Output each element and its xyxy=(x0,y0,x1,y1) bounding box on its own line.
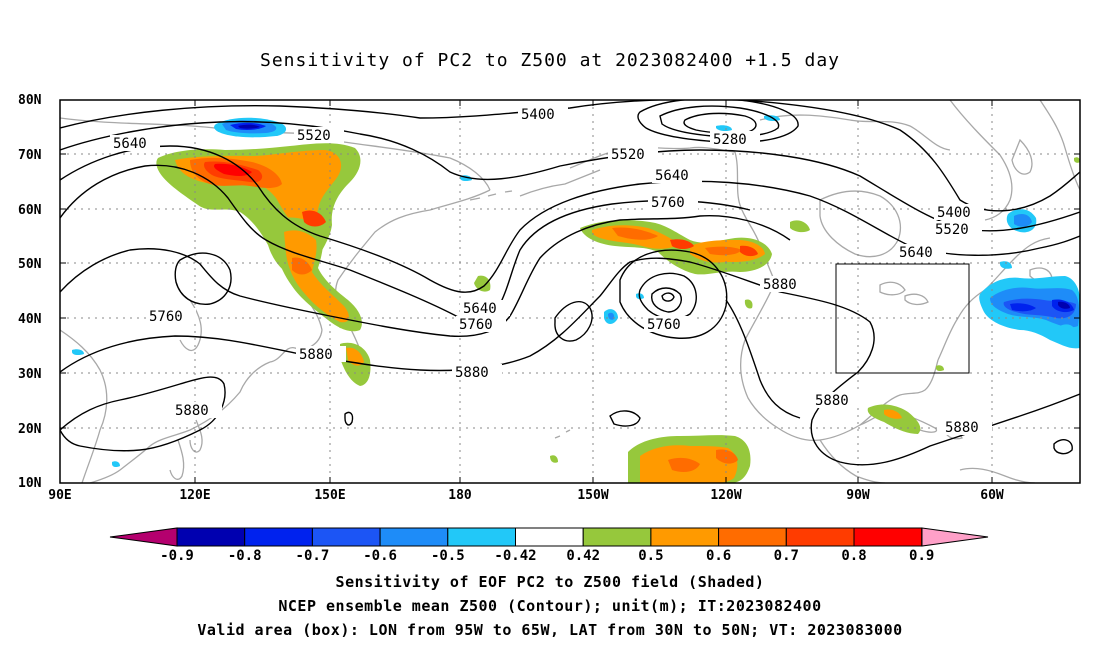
colorbar-swatch xyxy=(244,527,313,547)
lon-label: 150W xyxy=(577,488,608,503)
lat-label: 10N xyxy=(18,476,42,491)
map-title: Sensitivity of PC2 to Z500 at 2023082400… xyxy=(259,50,840,71)
longitude-labels: 90E 120E 150E 180 150W 120W 90W 60W xyxy=(48,488,1004,503)
contour-label: 5520 xyxy=(935,222,969,238)
colorbar-label: -0.5 xyxy=(431,548,465,564)
colorbar-label: -0.6 xyxy=(363,548,397,564)
contour-label: 5760 xyxy=(651,195,685,211)
contour-label: 5760 xyxy=(459,317,493,333)
contour-label: 5880 xyxy=(815,393,849,409)
colorbar-label: -0.42 xyxy=(494,548,536,564)
colorbar-swatch xyxy=(515,527,584,547)
colorbar: -0.9 -0.8 -0.7 -0.6 -0.5 -0.42 0.42 0.5 0.6 0.7 0.… xyxy=(109,527,989,564)
lat-label: 40N xyxy=(18,312,42,327)
colorbar-swatch xyxy=(447,527,516,547)
contour-label: 5400 xyxy=(521,107,555,123)
lon-label: 90E xyxy=(48,488,71,503)
colorbar-swatch xyxy=(379,527,449,547)
colorbar-label: 0.42 xyxy=(566,548,600,564)
colorbar-label: 0.5 xyxy=(638,548,663,564)
colorbar-low-extend xyxy=(109,527,178,547)
colorbar-label: 0.9 xyxy=(909,548,934,564)
map-frame xyxy=(59,99,1081,484)
latitude-labels: 80N 70N 60N 50N 40N 30N 20N 10N xyxy=(18,93,42,491)
lon-label: 150E xyxy=(314,488,345,503)
lon-label: 90W xyxy=(846,488,870,503)
colorbar-label: -0.7 xyxy=(296,548,330,564)
contour-labels: 5400 5520 5640 5280 5520 5640 5760 5400 … xyxy=(110,106,992,436)
contour-label: 5640 xyxy=(655,168,689,184)
colorbar-swatch xyxy=(582,527,652,547)
colorbar-label: 0.8 xyxy=(841,548,866,564)
colorbar-swatch xyxy=(785,527,855,547)
contour-label: 5640 xyxy=(113,136,147,152)
colorbar-label: -0.8 xyxy=(228,548,262,564)
contour-label: 5280 xyxy=(713,132,747,148)
caption-shaded: Sensitivity of EOF PC2 to Z500 field (Sh… xyxy=(335,573,765,591)
lat-label: 60N xyxy=(18,203,42,218)
contour-label: 5640 xyxy=(899,245,933,261)
caption-valid-area: Valid area (box): LON from 95W to 65W, L… xyxy=(197,621,903,639)
contour-label: 5880 xyxy=(763,277,797,293)
colorbar-label: 0.6 xyxy=(706,548,731,564)
lat-label: 30N xyxy=(18,367,42,382)
lon-label: 60W xyxy=(980,488,1004,503)
lat-label: 80N xyxy=(18,93,42,108)
contour-label: 5880 xyxy=(175,403,209,419)
lat-lon-grid xyxy=(60,100,1080,483)
contour-label: 5880 xyxy=(945,420,979,436)
lat-label: 20N xyxy=(18,422,42,437)
frame-ticks xyxy=(60,100,1080,483)
lat-label: 50N xyxy=(18,257,42,272)
contour-label: 5520 xyxy=(611,147,645,163)
contour-label: 5640 xyxy=(463,301,497,317)
colorbar-swatch xyxy=(853,527,923,547)
contour-label: 5880 xyxy=(299,347,333,363)
contour-label: 5760 xyxy=(149,309,183,325)
lon-label: 180 xyxy=(448,488,472,503)
colorbar-swatch xyxy=(718,527,787,547)
sensitivity-shading xyxy=(72,115,1080,483)
contour-label: 5760 xyxy=(647,317,681,333)
colorbar-label: 0.7 xyxy=(774,548,799,564)
lat-label: 70N xyxy=(18,148,42,163)
valid-area-box xyxy=(835,263,970,374)
contour-label: 5400 xyxy=(937,205,971,221)
colorbar-swatch xyxy=(311,527,381,547)
contour-label: 5520 xyxy=(297,128,331,144)
lon-label: 120W xyxy=(710,488,741,503)
colorbar-label: -0.9 xyxy=(160,548,194,564)
caption-contour: NCEP ensemble mean Z500 (Contour); unit(… xyxy=(278,597,822,615)
lon-label: 120E xyxy=(179,488,210,503)
colorbar-high-extend xyxy=(921,527,989,547)
colorbar-swatch xyxy=(650,527,720,547)
colorbar-swatch xyxy=(176,527,246,547)
contour-label: 5880 xyxy=(455,365,489,381)
